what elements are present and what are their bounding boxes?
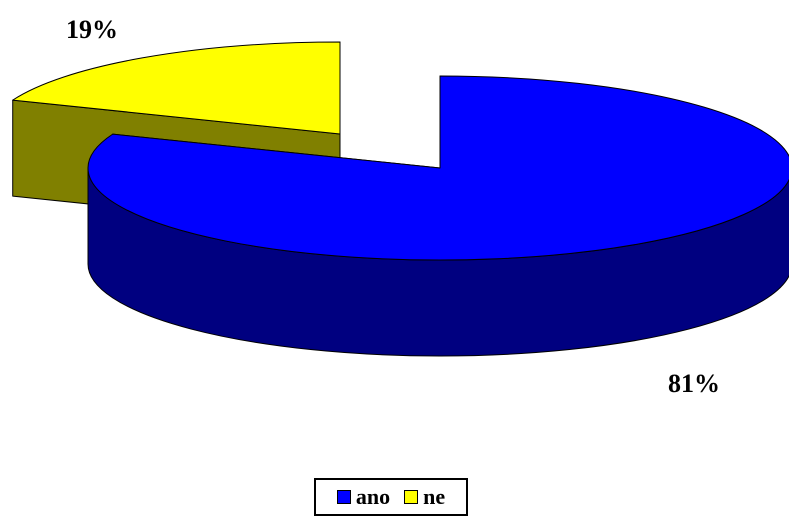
legend: ano ne — [314, 478, 468, 516]
slice-top-ne — [12, 41, 341, 135]
data-label-ne: 19% — [66, 15, 118, 44]
legend-item-ne: ne — [404, 484, 445, 510]
legend-item-ano: ano — [336, 484, 391, 510]
legend-swatch-ne — [404, 490, 419, 504]
legend-label-ne: ne — [423, 484, 446, 509]
legend-swatch-ano — [336, 490, 351, 504]
data-label-ano: 81% — [668, 369, 720, 398]
slice-top-ano — [87, 75, 789, 261]
legend-label-ano: ano — [355, 484, 391, 509]
